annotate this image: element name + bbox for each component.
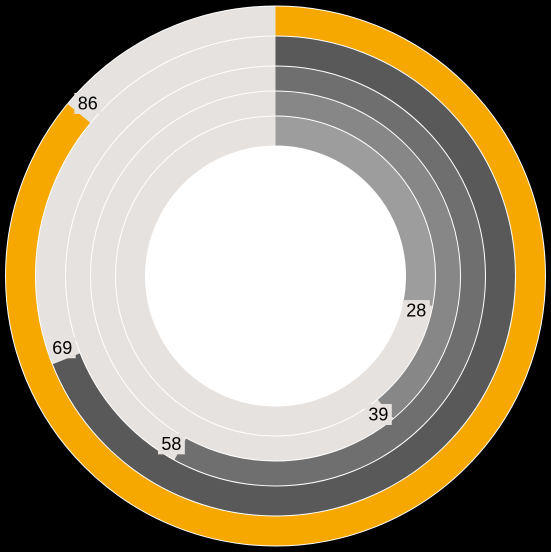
ring-label-0: 86 bbox=[78, 93, 98, 113]
center-circle bbox=[146, 146, 406, 406]
ring-label-4: 28 bbox=[406, 301, 426, 321]
ring-label-3: 39 bbox=[368, 404, 388, 424]
radial-progress-chart: 86 69 58 39 28 bbox=[0, 0, 551, 552]
ring-label-2: 58 bbox=[161, 434, 181, 454]
ring-label-1: 69 bbox=[52, 338, 72, 358]
